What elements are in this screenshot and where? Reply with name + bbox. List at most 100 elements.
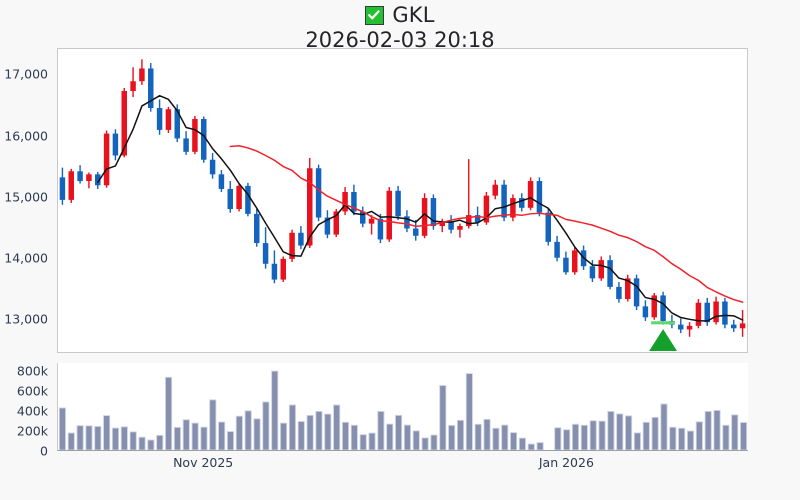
volume-bar xyxy=(704,410,712,450)
volume-bar xyxy=(616,413,624,450)
price-chart-panel[interactable] xyxy=(57,48,748,353)
volume-bar xyxy=(182,419,190,450)
volume-bar xyxy=(271,370,279,450)
volume-bar xyxy=(695,421,703,450)
candlestick xyxy=(307,157,313,248)
volume-bar xyxy=(598,420,606,450)
volume-axis-tick-label: 0 xyxy=(40,443,48,459)
candlestick xyxy=(439,218,445,233)
volume-bar xyxy=(147,439,155,450)
candlestick xyxy=(333,209,339,238)
candlestick xyxy=(625,274,631,302)
candlestick xyxy=(315,164,322,222)
chart-title-row: GKL xyxy=(0,2,800,28)
volume-bar xyxy=(642,421,650,450)
volume-bar xyxy=(527,443,535,450)
candlestick xyxy=(404,210,410,233)
volume-bar xyxy=(651,416,659,450)
volume-bar xyxy=(633,432,641,450)
candlestick xyxy=(536,177,543,217)
candlestick xyxy=(527,177,534,211)
candlestick xyxy=(413,219,419,241)
candlestick xyxy=(554,235,560,262)
candlestick xyxy=(430,194,437,230)
volume-bar xyxy=(430,434,438,450)
candlestick xyxy=(395,185,401,220)
candlestick xyxy=(103,130,110,188)
volume-bar xyxy=(280,422,288,450)
candlestick xyxy=(245,182,251,217)
candlestick xyxy=(121,87,127,158)
volume-bar xyxy=(678,427,686,450)
candlestick xyxy=(589,260,596,283)
volume-bar xyxy=(138,436,146,450)
volume-bar xyxy=(129,431,137,450)
candlestick xyxy=(483,191,490,225)
candlestick xyxy=(262,227,269,269)
candlestick xyxy=(633,274,640,311)
buy-marker[interactable] xyxy=(649,321,678,352)
candlestick xyxy=(607,255,613,290)
volume-bar xyxy=(85,425,93,450)
volume-bar xyxy=(58,407,66,450)
volume-bar xyxy=(580,424,588,450)
candlestick xyxy=(183,131,189,155)
volume-plot xyxy=(58,370,748,450)
volume-bar xyxy=(333,404,341,450)
candlestick xyxy=(598,256,604,281)
candlestick xyxy=(510,194,516,222)
volume-bar xyxy=(686,430,695,450)
candlestick xyxy=(280,256,286,283)
triangle-up-icon xyxy=(649,329,678,352)
candlestick xyxy=(448,215,454,234)
candlestick xyxy=(218,170,225,192)
candlestick xyxy=(572,246,578,275)
candlestick xyxy=(165,106,172,133)
volume-bar xyxy=(76,425,84,450)
candlestick xyxy=(156,99,163,135)
volume-bar xyxy=(660,403,668,450)
volume-bar xyxy=(510,432,518,450)
candlestick xyxy=(95,171,101,189)
volume-bar xyxy=(439,385,447,450)
candlestick xyxy=(492,179,498,200)
candlestick xyxy=(86,172,92,189)
candlestick xyxy=(739,310,746,337)
candlestick xyxy=(501,179,507,222)
volume-bar xyxy=(456,419,465,450)
volume-bar xyxy=(235,415,243,450)
candlestick xyxy=(713,296,719,325)
volume-bar xyxy=(403,424,411,450)
date-axis-tick-label: Nov 2025 xyxy=(173,455,234,470)
volume-bar xyxy=(571,423,580,450)
volume-bar xyxy=(483,418,491,450)
volume-bar xyxy=(589,420,597,450)
volume-bar xyxy=(324,413,332,450)
candlestick xyxy=(651,292,657,320)
volume-bar xyxy=(103,415,111,450)
candlestick xyxy=(130,67,136,98)
volume-bar xyxy=(94,426,102,450)
price-axis-tick-label: 16,000 xyxy=(4,128,48,144)
candlestick xyxy=(695,299,702,329)
candlestick xyxy=(368,215,375,235)
candlestick xyxy=(686,322,693,337)
volume-bar xyxy=(731,414,739,450)
candlestick xyxy=(616,282,622,303)
volume-bar xyxy=(563,429,571,450)
candlestick xyxy=(148,62,154,112)
volume-chart-panel[interactable] xyxy=(57,363,748,451)
check-square-icon[interactable] xyxy=(365,5,385,25)
volume-bar xyxy=(713,410,721,450)
price-axis-tick-label: 17,000 xyxy=(4,66,48,82)
candlestick xyxy=(351,184,357,216)
volume-bar xyxy=(156,434,164,450)
candlestick xyxy=(271,250,278,284)
volume-bar xyxy=(377,410,385,450)
ma-short-line xyxy=(97,94,744,322)
date-axis-tick-label: Jan 2026 xyxy=(538,455,594,470)
candlestick xyxy=(342,187,348,216)
candlestick xyxy=(227,181,233,213)
volume-bar xyxy=(501,424,509,450)
